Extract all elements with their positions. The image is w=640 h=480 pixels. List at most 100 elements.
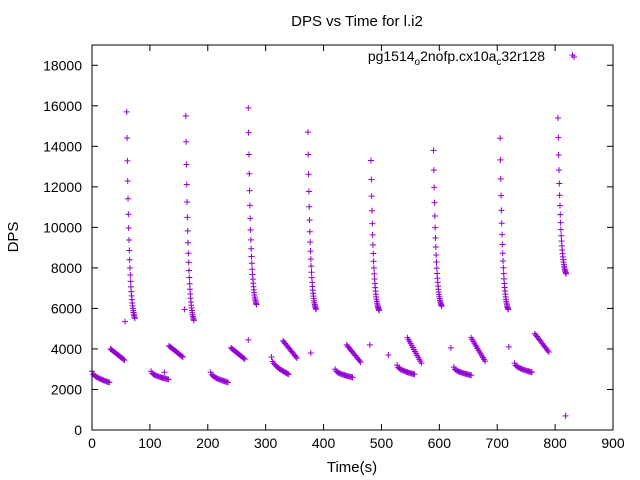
data-point — [186, 267, 193, 274]
data-point — [126, 247, 133, 254]
data-point — [248, 253, 255, 260]
data-point — [500, 264, 507, 271]
data-point — [306, 228, 313, 235]
data-point — [186, 280, 193, 287]
data-point — [500, 270, 507, 277]
y-tick-label: 6000 — [51, 300, 82, 316]
legend-label-sub2: c — [496, 57, 501, 68]
data-point — [165, 376, 172, 383]
data-point — [186, 274, 193, 281]
data-point — [306, 203, 313, 210]
data-point — [557, 226, 564, 233]
data-point — [368, 176, 375, 183]
data-point — [468, 372, 475, 379]
data-point — [499, 231, 506, 238]
data-point — [247, 236, 254, 243]
data-point — [497, 175, 504, 182]
data-point — [305, 188, 312, 195]
x-tick-label: 600 — [428, 435, 452, 451]
data-point — [125, 224, 132, 231]
legend-label-tail: 32r128 — [501, 48, 545, 64]
data-point — [369, 220, 376, 227]
legend-label-main: pg1514 — [368, 48, 415, 64]
data-point — [126, 264, 133, 271]
data-point — [127, 272, 134, 279]
data-point — [430, 167, 437, 174]
y-tick-label: 4000 — [51, 341, 82, 357]
data-point — [557, 211, 564, 218]
data-point — [500, 257, 507, 264]
y-tick-label: 18000 — [43, 57, 82, 73]
data-point — [184, 198, 191, 205]
y-tick-label: 2000 — [51, 381, 82, 397]
legend-label-sub1: o — [415, 57, 421, 68]
data-point — [253, 301, 260, 308]
data-point — [357, 359, 364, 366]
data-point — [505, 306, 512, 313]
data-point — [438, 303, 445, 310]
data-point — [349, 374, 356, 381]
x-axis-title: Time(s) — [327, 459, 377, 476]
data-point — [249, 266, 256, 273]
data-point — [431, 199, 438, 206]
data-point — [240, 355, 247, 362]
data-point — [430, 147, 437, 154]
x-tick-label: 300 — [254, 435, 278, 451]
y-axis-title: DPS — [5, 222, 22, 253]
data-point — [225, 379, 232, 386]
data-point — [179, 354, 186, 361]
data-point — [304, 129, 311, 136]
data-point — [183, 161, 190, 168]
data-point — [182, 112, 189, 119]
data-point — [556, 180, 563, 187]
data-point — [183, 181, 190, 188]
data-point — [292, 353, 299, 360]
data-point — [556, 192, 563, 199]
data-points — [89, 52, 577, 419]
data-point — [562, 412, 569, 419]
data-point — [127, 278, 134, 285]
data-point — [307, 350, 314, 356]
data-point — [185, 259, 192, 266]
data-point — [305, 151, 312, 158]
data-point — [433, 258, 440, 265]
data-point — [433, 265, 440, 272]
data-point — [245, 129, 252, 136]
data-point — [556, 202, 563, 209]
data-point — [432, 244, 439, 251]
data-point — [184, 227, 191, 234]
data-point — [268, 354, 275, 361]
data-point — [131, 315, 138, 322]
data-point — [307, 256, 314, 263]
data-point — [447, 344, 454, 351]
data-point — [371, 270, 378, 277]
data-point — [246, 187, 253, 194]
data-point — [366, 341, 373, 348]
x-tick-label: 500 — [370, 435, 394, 451]
data-point — [498, 192, 505, 199]
data-point — [293, 355, 300, 362]
legend-label: pg1514o2nofp.cx10ac32r128 — [368, 48, 545, 68]
data-point — [499, 250, 506, 257]
data-point — [307, 239, 314, 246]
data-point — [245, 336, 252, 343]
x-tick-label: 200 — [196, 435, 220, 451]
data-point — [124, 157, 131, 164]
chart-title: DPS vs Time for l.i2 — [291, 13, 423, 30]
data-point — [505, 343, 512, 350]
data-point — [246, 170, 253, 177]
data-point — [308, 263, 315, 270]
plot-frame — [91, 44, 614, 431]
data-point — [528, 369, 535, 376]
data-point — [124, 178, 131, 185]
data-point — [248, 245, 255, 252]
data-point — [555, 134, 562, 141]
data-point — [284, 370, 291, 377]
data-point — [247, 226, 254, 233]
data-point — [555, 151, 562, 158]
data-point — [370, 264, 377, 271]
data-point — [183, 138, 190, 145]
x-tick-label: 400 — [312, 435, 336, 451]
data-point — [569, 52, 576, 59]
data-point — [161, 369, 168, 376]
